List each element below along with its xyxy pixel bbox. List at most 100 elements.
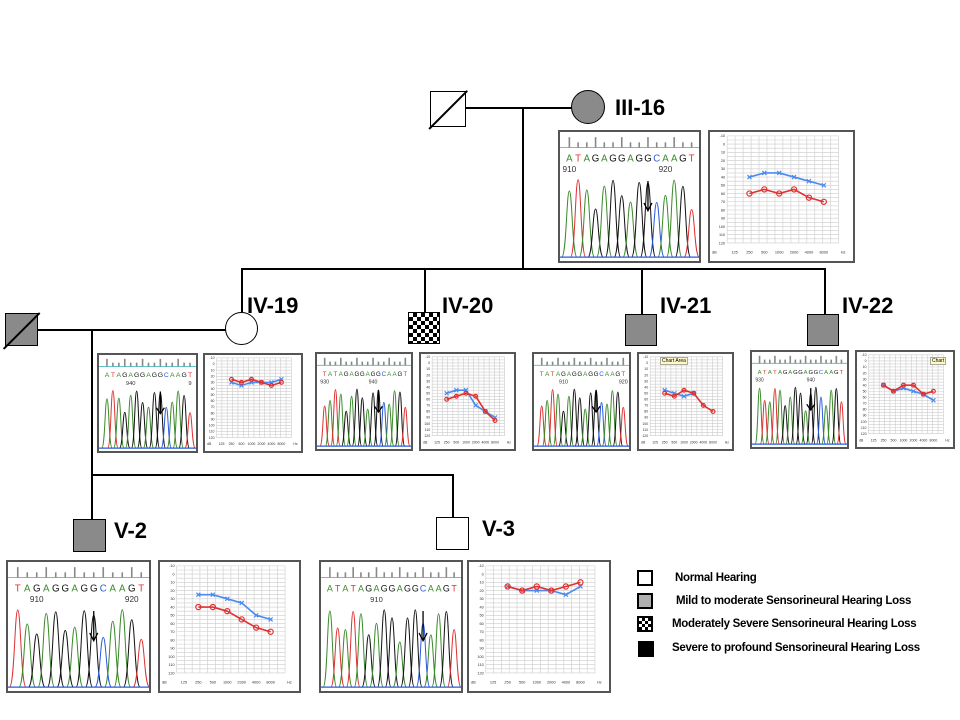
right-ear-point (195, 603, 202, 611)
panel-canvas: -10 0 10 20 30 40 50 60 70 80 90 100 110 120 125 250 500… (471, 563, 602, 684)
right-ear-point (805, 194, 813, 201)
x-unit-label: Hz (293, 442, 298, 446)
base-call: G (644, 154, 652, 165)
position-label: 930 (755, 377, 764, 383)
x-tick-label: 4000 (481, 440, 489, 444)
y-tick-label: 60 (721, 191, 725, 196)
y-unit-label: dB (859, 438, 864, 442)
left-ear-point (195, 592, 201, 598)
y-tick-label: 70 (170, 629, 174, 634)
trace-peak-T (184, 412, 196, 449)
right-ear-point (930, 388, 936, 394)
quality-bar (611, 361, 614, 366)
y-tick-label: 120 (424, 434, 430, 438)
quality-bar (655, 142, 658, 148)
quality-bar (329, 567, 331, 578)
y-tick-label: 90 (721, 216, 725, 221)
iv22-chart-tooltip: Chart (930, 357, 947, 365)
y-tick-label: 110 (209, 430, 215, 434)
quality-bar (73, 567, 76, 578)
quality-bar (578, 361, 581, 366)
trace-peak-T (683, 209, 699, 258)
y-tick-label: 40 (644, 385, 648, 389)
y-tick-label: 0 (428, 361, 430, 365)
y-tick-label: 120 (861, 432, 867, 436)
x-tick-label: 8000 (491, 440, 499, 444)
y-tick-label: 120 (168, 670, 174, 675)
quality-bar (815, 359, 817, 364)
x-tick-label: 125 (731, 249, 737, 254)
y-tick-label: 0 (865, 359, 867, 363)
quality-bar (92, 572, 95, 578)
right-ear-point (463, 390, 469, 396)
quality-bar (360, 572, 362, 578)
mutation-arrowhead-icon (155, 407, 165, 415)
base-call: A (428, 584, 434, 594)
base-call: G (52, 584, 60, 595)
y-tick-label: -10 (720, 133, 726, 138)
base-call: A (128, 372, 133, 379)
position-label: 920 (659, 165, 673, 174)
quality-bar (129, 362, 132, 367)
y-tick-label: 10 (211, 368, 215, 372)
left-ear-point (806, 178, 812, 184)
quality-bar (102, 567, 105, 578)
quality-bar (774, 355, 776, 364)
quality-bar (159, 358, 162, 367)
base-call: T (188, 372, 192, 379)
quality-bar (437, 572, 440, 578)
base-call: T (840, 370, 844, 376)
quality-bar (123, 358, 126, 367)
quality-bar (171, 362, 174, 367)
base-call: G (783, 370, 788, 376)
y-tick-label: 0 (173, 571, 175, 576)
y-tick-label: 80 (644, 410, 648, 414)
base-call: G (355, 371, 360, 378)
base-call: C (653, 154, 660, 165)
trace-peak-A (800, 410, 811, 445)
y-tick-label: 10 (426, 367, 430, 371)
drop-line-iv22 (824, 268, 826, 314)
x-tick-label: 4000 (562, 679, 571, 684)
right-ear-point (900, 382, 906, 388)
quality-bar (779, 359, 781, 364)
left-ear-point (776, 170, 782, 176)
left-ear-point (563, 592, 569, 598)
y-tick-label: -10 (861, 353, 866, 357)
y-tick-label: 70 (721, 199, 725, 204)
y-tick-label: 100 (477, 654, 483, 659)
quality-bar (638, 142, 641, 148)
y-unit-label: dB (207, 442, 212, 446)
base-call: T (689, 154, 695, 165)
base-call: A (117, 372, 122, 379)
base-call: G (344, 371, 349, 378)
quality-bar (377, 361, 380, 366)
y-tick-label: 110 (425, 428, 431, 432)
right-ear-point (700, 402, 706, 408)
left-ear-point (473, 402, 479, 408)
base-call: A (758, 370, 762, 376)
trace-peak-A (392, 641, 408, 688)
base-call: G (609, 154, 617, 165)
quality-bar (383, 572, 386, 578)
base-call: A (601, 154, 608, 165)
y-tick-label: 40 (480, 604, 484, 609)
quality-bar (809, 359, 812, 364)
y-tick-label: 20 (170, 588, 174, 593)
trace-peak-G (558, 410, 569, 447)
quality-bar (153, 362, 156, 367)
base-call: C (819, 370, 824, 376)
iv22-chromatogram: A T A T A G A G G A G G C A A G T 930 940 (750, 350, 849, 449)
trace-peak-G (27, 633, 46, 688)
base-call: G (140, 372, 145, 379)
quality-bar (391, 572, 393, 578)
quality-bar (603, 142, 606, 148)
y-tick-label: 20 (480, 588, 484, 593)
base-call: T (138, 584, 144, 595)
iv20-male-symbol (408, 312, 440, 344)
drop-line-iv20 (424, 268, 426, 312)
quality-bar (606, 357, 608, 366)
x-tick-label: 250 (662, 440, 668, 444)
position-label: 920 (619, 379, 628, 385)
